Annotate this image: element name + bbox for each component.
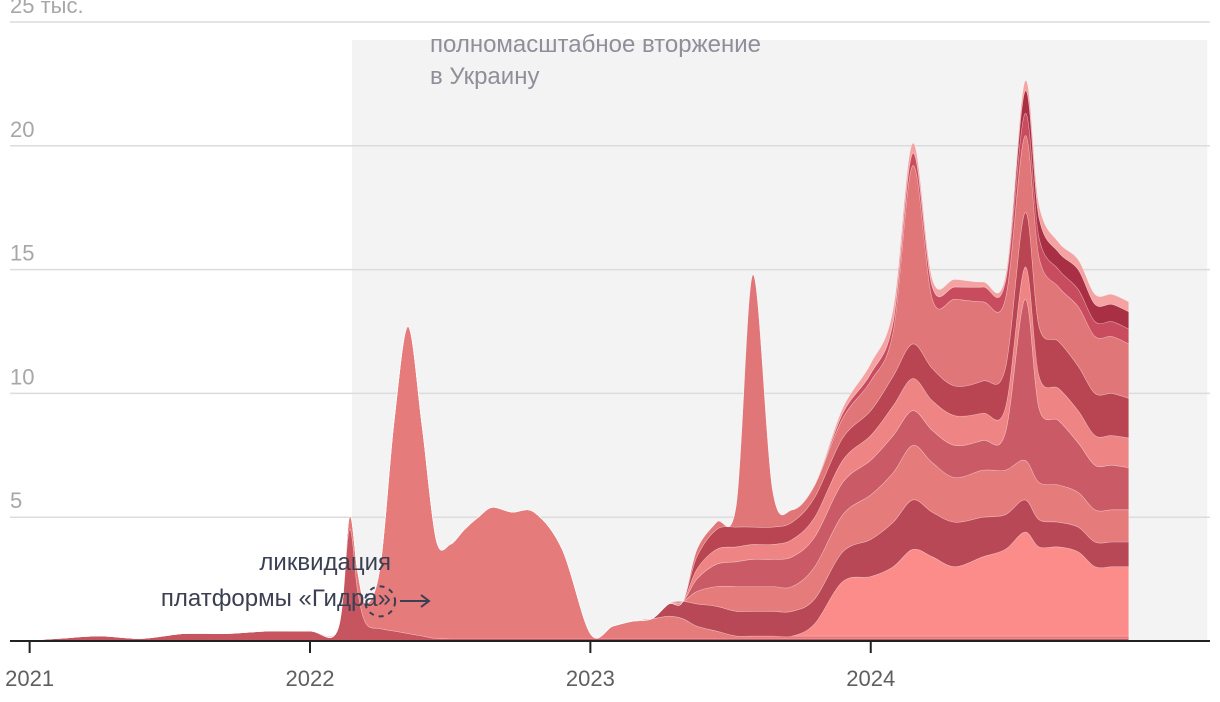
x-tick-label-2024: 2024 <box>846 666 895 691</box>
area-series-5 <box>21 326 1129 642</box>
x-tick-label-2023: 2023 <box>566 666 615 691</box>
y-tick-label-25: 25 тыс. <box>10 0 84 18</box>
y-axis-labels: 5 10 15 20 25 тыс. <box>10 0 84 513</box>
hydra-annotation-line2: платформы «Гидра» <box>161 585 391 612</box>
x-axis-ticks: 2021 2022 2023 2024 <box>5 641 895 691</box>
y-tick-label-20: 20 <box>10 117 34 142</box>
area-series-4 <box>21 326 1129 642</box>
x-tick-label-2021: 2021 <box>5 666 54 691</box>
y-tick-label-5: 5 <box>10 488 22 513</box>
invasion-annotation-line2: в Украину <box>430 63 539 90</box>
y-tick-label-15: 15 <box>10 241 34 266</box>
area-series-3 <box>21 326 1129 642</box>
hydra-arrow-icon <box>400 594 431 608</box>
hydra-highlight-circle <box>364 585 397 618</box>
x-tick-label-2022: 2022 <box>286 666 335 691</box>
y-tick-label-10: 10 <box>10 364 34 389</box>
hydra-annotation-line1: ликвидация <box>259 549 391 576</box>
area-series-12 <box>21 80 1129 642</box>
area-layers <box>21 80 1129 642</box>
invasion-annotation-line1: полномасштабное вторжение <box>430 31 761 58</box>
